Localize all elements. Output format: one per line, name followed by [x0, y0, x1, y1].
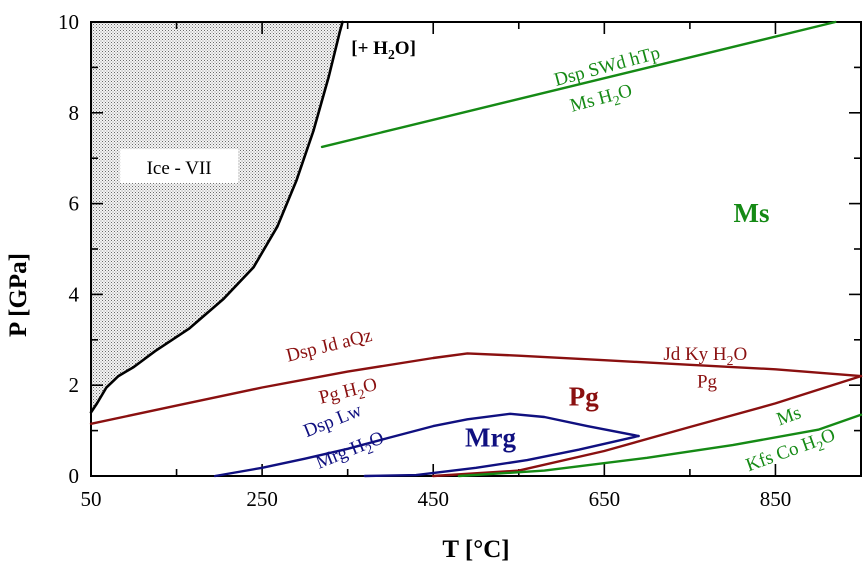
x-tick-label: 250 [246, 487, 278, 511]
y-tick-label: 4 [69, 282, 80, 306]
annotation-14: Kfs Co H2O [743, 425, 839, 480]
y-tick-label: 0 [69, 464, 80, 488]
annotation-3: Ms H2O [568, 80, 635, 120]
annotation-10: Dsp Lw [301, 400, 365, 442]
x-tick-label: 650 [589, 487, 621, 511]
x-tick-label: 850 [760, 487, 792, 511]
annotation-9: Pg [569, 382, 599, 412]
x-tick-label: 50 [81, 487, 102, 511]
annotation-2: Dsp SWd hTp [552, 42, 662, 90]
annotation-8: Pg [697, 371, 718, 392]
y-axis-title: P [GPa] [5, 253, 32, 337]
curve-1 [320, 20, 837, 149]
y-tick-label: 8 [69, 101, 80, 125]
curve-2 [89, 352, 863, 425]
annotation-12: Mrg [465, 422, 516, 452]
ice-vii-region [91, 22, 343, 413]
annotation-7: Jd Ky H2O [663, 344, 747, 368]
annotation-13: Ms [774, 402, 804, 430]
x-axis-title: T [°C] [442, 536, 509, 563]
curve-5 [213, 412, 640, 478]
curve-6 [363, 434, 640, 478]
annotation-0: Ice - VII [147, 158, 212, 179]
y-tick-label: 2 [69, 373, 80, 397]
annotation-4: Ms [733, 198, 769, 228]
annotation-5: Dsp Jd aQz [284, 325, 374, 367]
curve-0 [89, 20, 344, 414]
x-tick-label: 450 [417, 487, 449, 511]
annotation-1: [+ H2O] [351, 38, 416, 62]
y-tick-label: 10 [58, 10, 79, 34]
y-tick-label: 6 [69, 192, 80, 216]
curve-3 [432, 374, 863, 478]
curve-4 [457, 413, 863, 478]
ice-label-background [120, 149, 239, 184]
